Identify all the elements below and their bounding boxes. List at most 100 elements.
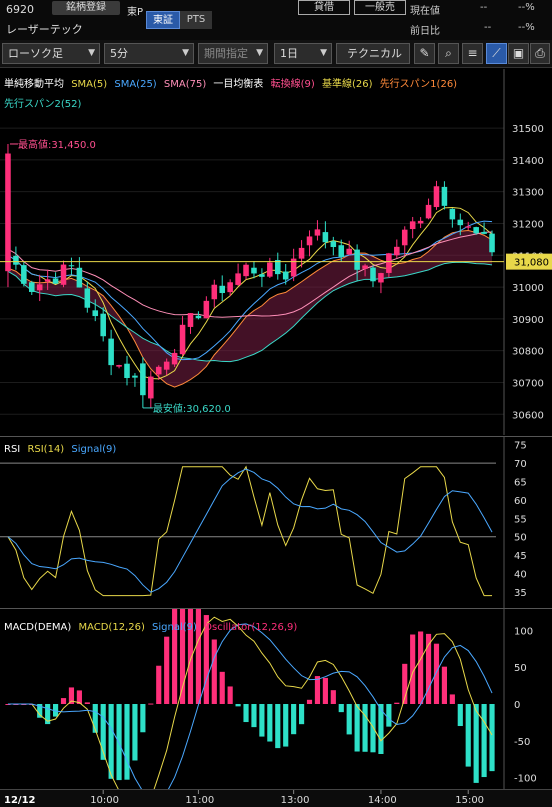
macd-axis-label: 0 xyxy=(514,700,520,711)
ippan-button[interactable]: 一般売 xyxy=(354,0,406,15)
interval-dropdown[interactable]: 5分 ▼ xyxy=(104,43,194,64)
oscillator-bar xyxy=(441,666,447,704)
candle-body xyxy=(243,264,249,277)
oscillator-bar xyxy=(473,704,479,783)
technical-button[interactable]: テクニカル xyxy=(336,43,410,64)
legend-ichimoku: 一目均衡表 xyxy=(213,79,264,90)
kashi-button[interactable]: 貸借 xyxy=(298,0,350,15)
candle-body xyxy=(346,248,352,255)
macd-axis-label: 100 xyxy=(514,626,533,637)
interval-label: 5分 xyxy=(110,47,128,60)
candle-body xyxy=(36,284,43,291)
candle-body xyxy=(52,278,59,284)
oscillator-bar xyxy=(425,633,432,704)
price-chart[interactable]: 3150031400313003120031100310003090030800… xyxy=(0,69,552,435)
oscillator-bar xyxy=(219,671,225,704)
register-button[interactable]: 銘柄登録 xyxy=(52,1,120,15)
candle-body xyxy=(68,265,75,267)
pen-icon[interactable]: ✎ xyxy=(414,43,435,64)
candle-body xyxy=(171,352,178,365)
oscillator-bar xyxy=(156,665,162,704)
oscillator-bar xyxy=(76,690,82,704)
time-label: 10:00 xyxy=(90,795,119,806)
high-label: 最高値:31,450.0 xyxy=(18,138,96,151)
span-label: 1日 xyxy=(280,47,298,60)
candle-body xyxy=(140,363,146,396)
oscillator-bar xyxy=(370,704,376,753)
candle-body xyxy=(489,233,495,253)
candle-body xyxy=(148,376,154,399)
candle-body xyxy=(417,220,424,224)
candle-body xyxy=(282,271,289,280)
oscillator-bar xyxy=(108,704,114,779)
zoom-icon[interactable]: ⌕ xyxy=(438,43,459,64)
candle-body xyxy=(21,265,27,284)
macd-line xyxy=(7,616,493,807)
legend-span2: 先行スパン2(52) xyxy=(4,99,82,110)
price-axis-label: 30700 xyxy=(512,378,544,389)
candle-body xyxy=(28,282,35,292)
oscillator-bar xyxy=(291,704,297,735)
prev-day-value: -- xyxy=(484,22,492,33)
price-axis-label: 31400 xyxy=(512,156,544,167)
stock-header: 6920 銘柄登録 東P レーザーテック 東証 PTS 貸借 一般売 現在値 -… xyxy=(0,0,552,40)
oscillator-bar xyxy=(283,704,289,747)
candle-body xyxy=(163,361,170,370)
oscillator-bar xyxy=(60,698,67,704)
candle-body xyxy=(203,300,210,319)
oscillator-bar xyxy=(402,663,408,704)
macd-axis-label: -100 xyxy=(514,774,537,785)
chevron-down-icon: ▼ xyxy=(320,48,327,58)
candle-body xyxy=(116,365,122,367)
rsi-axis-label: 60 xyxy=(514,496,527,507)
oscillator-bar xyxy=(299,704,305,725)
prev-day-pct: --% xyxy=(518,22,535,33)
oscillator-bar xyxy=(235,704,241,707)
tosho-toggle[interactable]: 東証 xyxy=(146,11,180,29)
sma5-line xyxy=(7,206,493,380)
oscillator-bar xyxy=(489,704,495,772)
oscillator-bar xyxy=(433,643,440,704)
legend-kijun: 基準線(26) xyxy=(321,79,373,90)
legend-tenkan: 転換線(9) xyxy=(270,79,315,90)
candle-body xyxy=(409,221,416,230)
macd-chart[interactable]: 100 50 0 -50 -100 xyxy=(0,589,552,807)
oscillator-bar xyxy=(148,703,154,705)
candle-body xyxy=(362,265,368,269)
candle-body xyxy=(60,264,67,285)
legend-span1: 先行スパン1(26) xyxy=(379,79,458,90)
period-label: 期間指定 xyxy=(204,47,248,60)
list-icon[interactable]: ≡ xyxy=(462,43,483,64)
rsi-axis-label: 70 xyxy=(514,459,527,470)
oscillator-bar xyxy=(172,607,178,704)
oscillator-bar xyxy=(322,677,328,704)
price-panel: 3150031400313003120031100310003090030800… xyxy=(0,69,552,435)
rsi-axis-label: 75 xyxy=(514,441,527,452)
oscillator-bar xyxy=(251,704,257,728)
span-dropdown[interactable]: 1日 ▼ xyxy=(274,43,332,64)
candle-body xyxy=(13,255,19,265)
save-icon[interactable]: ▣ xyxy=(508,43,529,64)
candle-body xyxy=(235,273,241,285)
macd-signal-line xyxy=(7,623,493,800)
candle-body xyxy=(481,231,487,234)
candle-body xyxy=(449,208,456,220)
macd-panel: 100 50 0 -50 -100 MACD(DEMA) MACD(12,26) Sig… xyxy=(0,589,552,807)
rsi-chart[interactable]: 75 70 65 60 55 50 45 40 35 xyxy=(0,437,552,608)
candle-body xyxy=(44,279,51,282)
candle-body xyxy=(465,226,472,228)
oscillator-bar xyxy=(45,704,51,725)
date-label: 12/12 xyxy=(4,795,36,806)
oscillator-bar xyxy=(267,704,273,742)
oscillator-bar xyxy=(100,704,106,760)
oscillator-bar xyxy=(179,593,186,704)
candle-body xyxy=(330,241,337,248)
legend-sma25: SMA(25) xyxy=(114,79,157,90)
oscillator-bar xyxy=(164,636,170,704)
period-dropdown[interactable]: 期間指定 ▼ xyxy=(198,43,268,64)
print-icon[interactable]: ⎙ xyxy=(530,43,550,64)
chart-type-dropdown[interactable]: ローソク足 ▼ xyxy=(2,43,100,64)
market-label: 東P xyxy=(127,7,144,18)
pts-toggle[interactable]: PTS xyxy=(180,11,212,29)
chart-icon[interactable]: ⟋ xyxy=(486,43,507,64)
